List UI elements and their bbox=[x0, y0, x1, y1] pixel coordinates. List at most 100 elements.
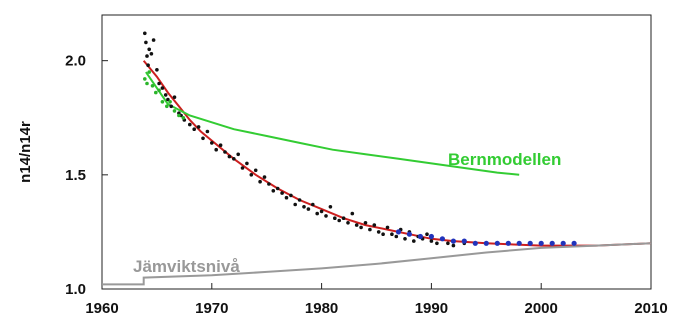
data-point bbox=[293, 202, 298, 207]
data-point bbox=[284, 195, 289, 200]
data-point bbox=[381, 232, 385, 236]
equilibrium-level-label: Jämviktsnivå bbox=[133, 257, 240, 276]
data-point bbox=[144, 40, 148, 45]
data-point bbox=[205, 129, 210, 134]
data-point bbox=[275, 186, 280, 191]
data-point bbox=[417, 233, 423, 240]
data-point bbox=[319, 209, 324, 214]
data-point bbox=[240, 166, 245, 170]
data-point bbox=[311, 202, 315, 207]
series-layer bbox=[102, 31, 652, 286]
data-point bbox=[143, 31, 147, 36]
data-point bbox=[210, 141, 214, 145]
data-point bbox=[560, 240, 566, 246]
data-point bbox=[201, 136, 205, 141]
data-point bbox=[172, 95, 177, 99]
data-point bbox=[571, 240, 577, 246]
data-point bbox=[372, 223, 377, 227]
x-tick-label: 2010 bbox=[634, 300, 667, 317]
data-point bbox=[214, 147, 218, 152]
data-point bbox=[516, 240, 522, 246]
data-point bbox=[169, 104, 173, 109]
data-point bbox=[267, 182, 271, 186]
data-point bbox=[227, 154, 232, 159]
data-point bbox=[363, 221, 368, 225]
bern-model-curve bbox=[145, 71, 520, 176]
data-point bbox=[223, 150, 227, 154]
x-tick-label: 2000 bbox=[525, 300, 558, 317]
data-point bbox=[188, 122, 192, 127]
x-tick-label: 1960 bbox=[85, 300, 118, 317]
data-point bbox=[376, 230, 381, 234]
fit-curve bbox=[142, 60, 652, 247]
y-tick-label: 2.0 bbox=[65, 53, 86, 70]
data-point bbox=[157, 88, 161, 93]
y-tick-label: 1.0 bbox=[65, 281, 86, 298]
data-point bbox=[549, 240, 555, 246]
data-point bbox=[538, 240, 544, 246]
series-line bbox=[142, 60, 652, 247]
data-point bbox=[289, 193, 293, 198]
data-point bbox=[450, 238, 456, 244]
data-point bbox=[280, 191, 284, 195]
x-axis-ticks: 1960 1970 1980 1990 2000 2010 bbox=[85, 283, 668, 317]
plot-border bbox=[101, 14, 652, 290]
data-point bbox=[359, 225, 363, 230]
series-line bbox=[102, 242, 652, 286]
data-point bbox=[302, 205, 306, 209]
data-point bbox=[425, 232, 429, 236]
data-point bbox=[346, 221, 350, 225]
x-tick-label: 1990 bbox=[415, 300, 448, 317]
data-point bbox=[149, 52, 154, 56]
data-point bbox=[177, 113, 181, 118]
data-point bbox=[160, 100, 165, 104]
data-point bbox=[472, 240, 478, 246]
data-point bbox=[232, 157, 236, 161]
data-point bbox=[192, 127, 196, 131]
data-point bbox=[333, 216, 337, 220]
data-point bbox=[505, 240, 511, 246]
data-point bbox=[262, 175, 267, 179]
data-point bbox=[147, 47, 151, 52]
data-point bbox=[328, 205, 333, 209]
data-point bbox=[181, 116, 186, 120]
data-point bbox=[451, 243, 456, 248]
data-point bbox=[163, 93, 168, 97]
data-point bbox=[271, 189, 276, 193]
plot-frame bbox=[101, 14, 652, 290]
bern-model-label: Bernmodellen bbox=[448, 150, 561, 169]
data-point bbox=[155, 68, 159, 72]
data-point bbox=[196, 125, 201, 129]
data-point bbox=[157, 81, 161, 86]
data-point bbox=[337, 218, 342, 223]
data-point bbox=[249, 173, 254, 177]
series-line bbox=[145, 71, 520, 176]
y-axis-label: n14/n14r bbox=[17, 121, 34, 183]
data-point bbox=[403, 237, 407, 241]
x-tick-label: 1980 bbox=[305, 300, 338, 317]
data-point bbox=[297, 198, 302, 202]
equilibrium-curve bbox=[102, 242, 652, 286]
data-point bbox=[315, 211, 320, 216]
data-point bbox=[143, 77, 147, 81]
y-tick-label: 1.5 bbox=[65, 167, 86, 184]
measurement-points-green bbox=[143, 70, 186, 120]
data-point bbox=[354, 223, 359, 227]
data-point bbox=[395, 229, 402, 235]
data-point bbox=[154, 90, 158, 95]
data-point bbox=[428, 233, 434, 240]
data-point bbox=[168, 100, 172, 104]
data-point bbox=[461, 238, 467, 244]
data-point bbox=[218, 143, 223, 147]
measurement-points-blue bbox=[395, 229, 577, 246]
data-point bbox=[429, 239, 434, 243]
data-point bbox=[406, 231, 412, 237]
data-point bbox=[385, 225, 390, 230]
data-point bbox=[494, 240, 500, 246]
data-point bbox=[394, 234, 399, 239]
data-point bbox=[527, 240, 533, 246]
data-point bbox=[145, 81, 149, 86]
data-point bbox=[147, 70, 151, 74]
